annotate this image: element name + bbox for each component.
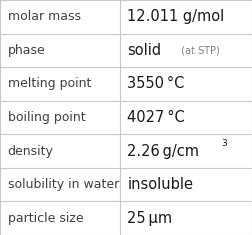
Text: 12.011 g/mol: 12.011 g/mol xyxy=(127,9,225,24)
Text: 4027 °C: 4027 °C xyxy=(127,110,185,125)
Text: melting point: melting point xyxy=(8,77,91,90)
Text: phase: phase xyxy=(8,44,45,57)
Text: 3550 °C: 3550 °C xyxy=(127,76,185,91)
Text: (at STP): (at STP) xyxy=(178,45,219,55)
Text: 2.26 g/cm: 2.26 g/cm xyxy=(127,144,199,159)
Text: solubility in water: solubility in water xyxy=(8,178,119,191)
Text: particle size: particle size xyxy=(8,212,83,225)
Text: density: density xyxy=(8,145,53,158)
Text: 3: 3 xyxy=(222,139,227,148)
Text: molar mass: molar mass xyxy=(8,10,81,23)
Text: insoluble: insoluble xyxy=(127,177,193,192)
Text: solid: solid xyxy=(127,43,161,58)
Text: 25 μm: 25 μm xyxy=(127,211,172,226)
Text: boiling point: boiling point xyxy=(8,111,85,124)
